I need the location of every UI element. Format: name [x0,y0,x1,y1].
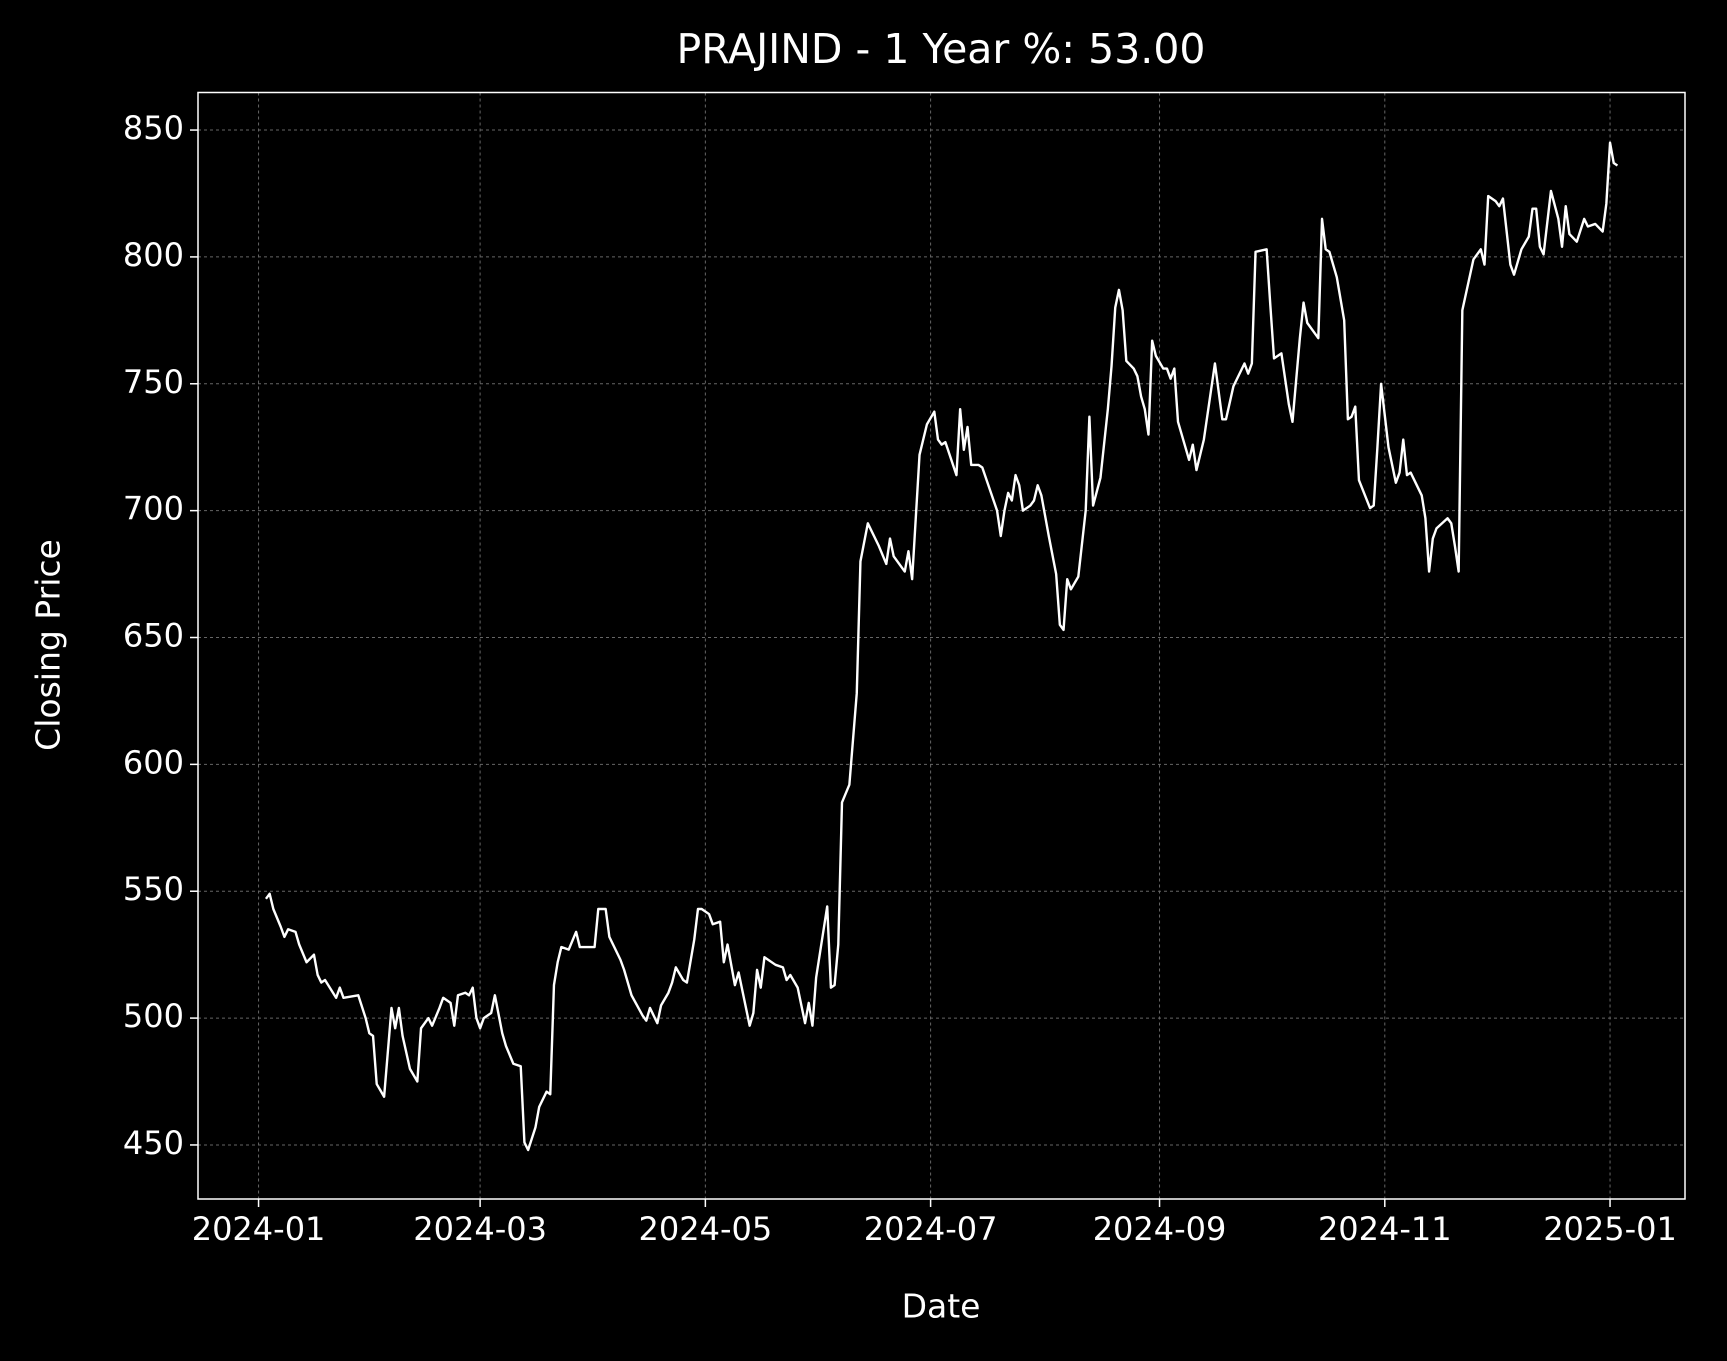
y-axis-label: Closing Price [29,539,68,751]
chart-title: PRAJIND - 1 Year %: 53.00 [676,25,1205,73]
x-tick-label: 2024-07 [864,1210,998,1248]
x-tick-label: 2024-09 [1093,1210,1227,1248]
y-tick-label: 850 [123,109,184,147]
y-tick-label: 800 [123,236,184,274]
y-tick-label: 700 [123,490,184,528]
x-axis-label: Date [902,1287,981,1326]
x-tick-label: 2025-01 [1543,1210,1677,1248]
y-tick-label: 650 [123,617,184,655]
x-tick-label: 2024-03 [413,1210,547,1248]
x-tick-label: 2024-05 [639,1210,773,1248]
x-tick-label: 2024-01 [192,1210,326,1248]
plot-frame [197,91,1686,1200]
y-tick-label: 500 [123,997,184,1035]
price-line [264,141,1619,1152]
y-tick-label: 750 [123,363,184,401]
y-tick-label: 550 [123,870,184,908]
y-tick-label: 600 [123,743,184,781]
x-tick-label: 2024-11 [1318,1210,1452,1248]
y-tick-label: 450 [123,1124,184,1162]
